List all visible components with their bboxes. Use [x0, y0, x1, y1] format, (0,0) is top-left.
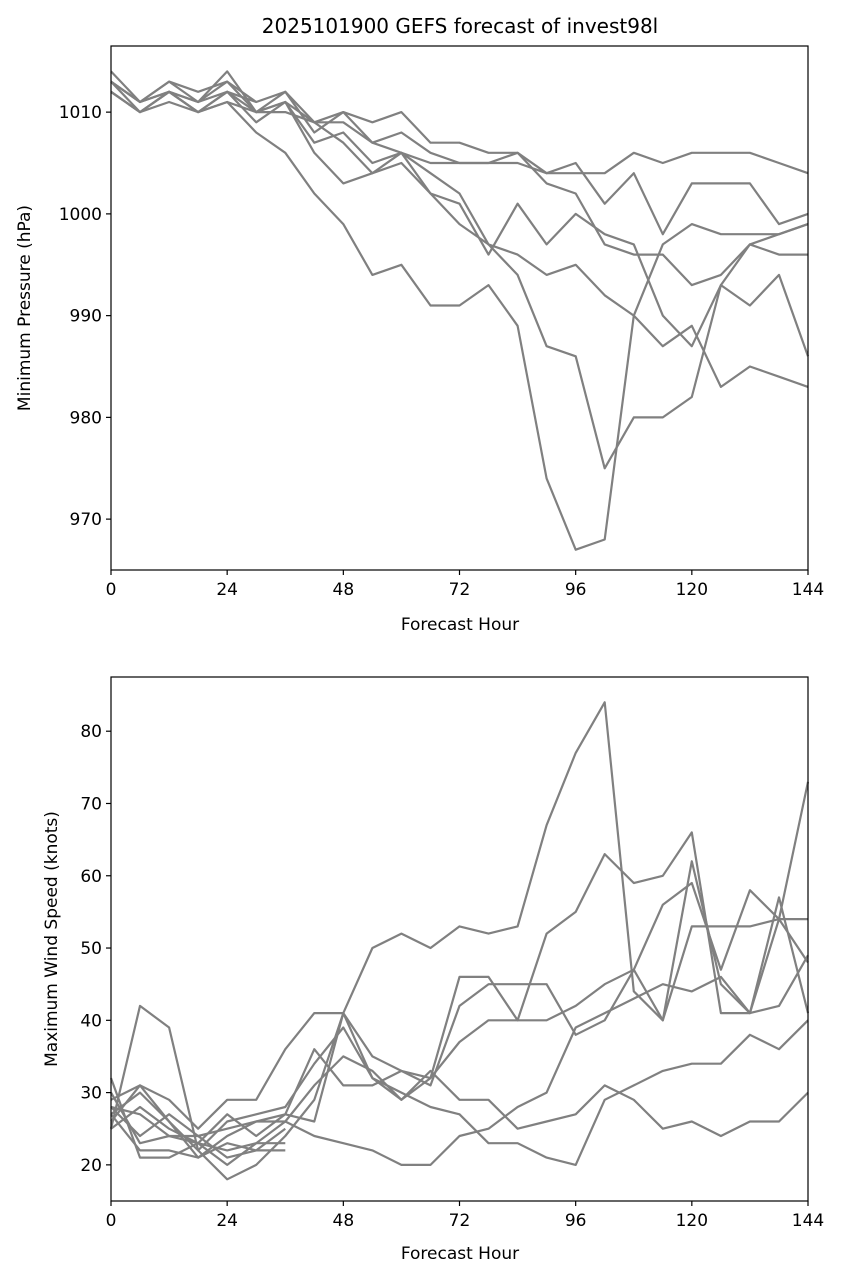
- wind-y-axis-label: Maximum Wind Speed (knots): [42, 811, 62, 1067]
- pressure-x-ticks: 0 24 48 72 96 120 144: [106, 570, 824, 600]
- wind-x-tick-label: 48: [333, 1211, 355, 1231]
- pressure-series-line-7: [110, 90, 809, 388]
- wind-y-tick-label: 60: [80, 867, 102, 887]
- pressure-y-ticks: 970 980 990 1000 1010: [59, 103, 111, 530]
- wind-x-tick-label: 144: [792, 1211, 824, 1231]
- pressure-x-tick-label: 144: [792, 580, 824, 600]
- pressure-y-tick-label: 970: [70, 510, 102, 530]
- wind-y-tick-label: 40: [80, 1011, 102, 1031]
- pressure-series-group: [110, 70, 810, 551]
- wind-series-line-3: [110, 881, 809, 1130]
- wind-y-ticks: 20 30 40 50 60 70 80: [80, 722, 111, 1176]
- pressure-x-tick-label: 24: [216, 580, 238, 600]
- pressure-series-line-6: [110, 80, 810, 470]
- wind-series-line-2: [109, 701, 810, 1181]
- chart-title: 2025101900 GEFS forecast of invest98l: [262, 14, 658, 38]
- wind-series-line-4: [110, 917, 808, 1152]
- pressure-y-tick-label: 1010: [59, 103, 102, 123]
- wind-x-tick-label: 96: [565, 1211, 587, 1231]
- wind-series-group: [109, 701, 810, 1181]
- pressure-y-tick-label: 990: [70, 307, 102, 327]
- wind-series-line-9: [110, 1105, 286, 1167]
- wind-series-line-1: [109, 781, 810, 1159]
- wind-series-line-7: [110, 954, 809, 1167]
- pressure-y-tick-label: 1000: [59, 205, 102, 225]
- pressure-y-axis-label: Minimum Pressure (hPa): [15, 205, 35, 411]
- wind-chart: 0 24 48 72 96 120 144 20 30 40 50 60 70 80 Forecast …: [42, 676, 824, 1264]
- wind-series-line-6: [110, 1055, 809, 1152]
- pressure-plot-frame: [110, 45, 809, 571]
- wind-x-tick-label: 72: [449, 1211, 471, 1231]
- wind-series-line-5: [110, 1011, 809, 1167]
- pressure-x-tick-label: 0: [106, 580, 117, 600]
- wind-x-axis-label: Forecast Hour: [401, 1244, 519, 1264]
- pressure-x-axis-label: Forecast Hour: [401, 615, 519, 635]
- wind-y-tick-label: 50: [80, 939, 102, 959]
- pressure-series-line-3: [110, 70, 809, 287]
- wind-y-tick-label: 70: [80, 794, 102, 814]
- wind-series-line-10: [110, 1113, 286, 1159]
- pressure-x-tick-label: 96: [565, 580, 587, 600]
- wind-x-tick-label: 120: [676, 1211, 708, 1231]
- pressure-x-tick-label: 48: [333, 580, 355, 600]
- wind-x-tick-label: 24: [216, 1211, 238, 1231]
- pressure-y-tick-label: 980: [70, 408, 102, 428]
- wind-y-tick-label: 20: [80, 1156, 102, 1176]
- wind-y-tick-label: 30: [80, 1084, 102, 1104]
- pressure-x-tick-label: 120: [676, 580, 708, 600]
- wind-plot-frame: [110, 676, 809, 1202]
- wind-y-tick-label: 80: [80, 722, 102, 742]
- pressure-chart: 2025101900 GEFS forecast of invest98l 0 2…: [15, 14, 824, 635]
- wind-x-ticks: 0 24 48 72 96 120 144: [106, 1201, 824, 1231]
- pressure-series-line-8: [110, 80, 257, 104]
- wind-x-tick-label: 0: [106, 1211, 117, 1231]
- pressure-x-tick-label: 72: [449, 580, 471, 600]
